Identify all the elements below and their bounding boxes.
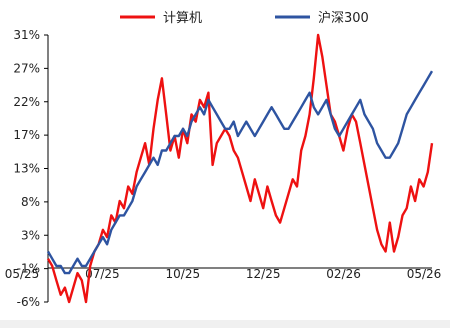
legend: 计算机 沪深300 <box>120 10 369 26</box>
series-line-computer <box>46 33 434 304</box>
y-tick-label: -1% <box>17 262 40 276</box>
y-axis-ticks: 31% 27% 22% 17% 13% 8% 3% -1% -6% <box>13 28 48 309</box>
legend-label-csi300: 沪深300 <box>318 10 369 26</box>
y-tick-label: 27% <box>13 61 40 75</box>
x-tick-label: 05/25 <box>5 267 40 281</box>
y-tick-label: 13% <box>13 162 40 176</box>
bottom-scroll-strip <box>0 320 450 328</box>
x-tick-label: 02/26 <box>326 267 361 281</box>
legend-label-computer: 计算机 <box>163 11 202 26</box>
y-tick-label: 8% <box>21 195 40 209</box>
y-tick-label: 3% <box>21 228 40 242</box>
x-tick-label: 10/25 <box>166 267 201 281</box>
x-tick-label: 07/25 <box>85 267 120 281</box>
y-tick-label: -6% <box>17 295 40 309</box>
y-tick-label: 31% <box>13 28 40 42</box>
series-lines <box>46 33 434 304</box>
y-tick-label: 17% <box>13 128 40 142</box>
x-axis-ticks: 05/25 07/25 10/25 12/25 02/26 05/26 <box>5 267 442 281</box>
series-line-csi300 <box>46 70 434 275</box>
x-tick-label: 05/26 <box>407 267 442 281</box>
y-tick-label: 22% <box>13 95 40 109</box>
x-tick-label: 12/25 <box>246 267 281 281</box>
